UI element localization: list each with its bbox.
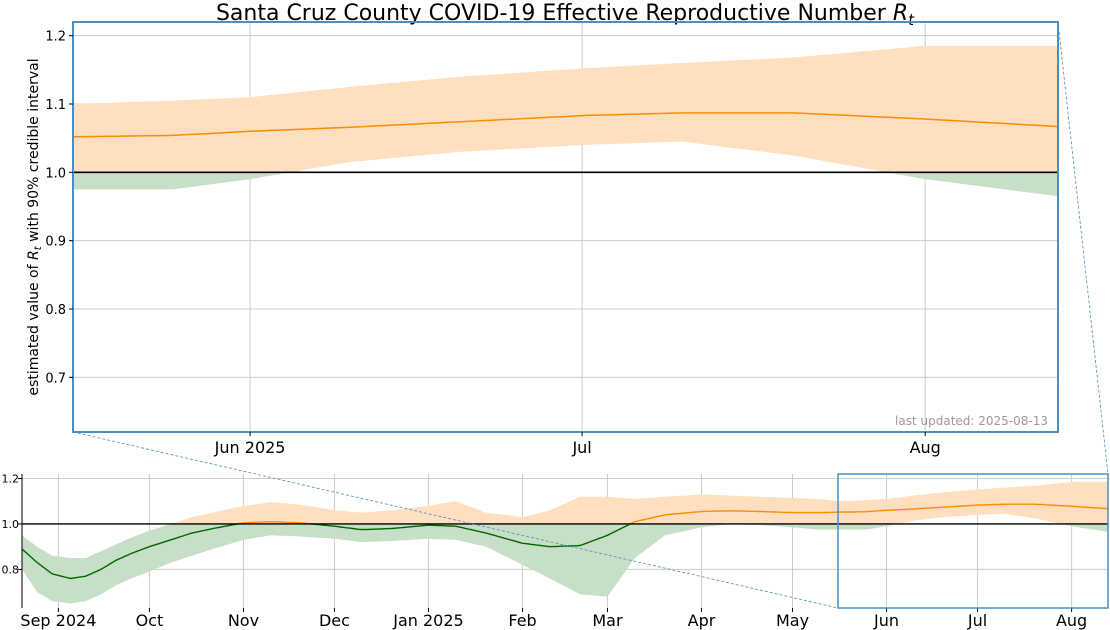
y-axis-label-prefix: estimated value of — [26, 263, 42, 395]
main-band-above-1 — [73, 45, 1058, 173]
overview-x-tick-label-2025-08-01: Aug — [1056, 611, 1087, 630]
main-x-tick-label-2025-08-01: Aug — [910, 438, 941, 457]
overview-x-tick-label-2025-02-01: Feb — [508, 611, 536, 630]
y-axis-label-symbol: R — [26, 250, 42, 260]
chart-title: Santa Cruz County COVID-19 Effective Rep… — [216, 1, 915, 29]
last-updated-note: last updated: 2025-08-13 — [895, 414, 1048, 428]
overview-mean-line-1 — [22, 522, 241, 580]
zoom-indicator — [72, 21, 1109, 609]
overview-y-tick-label-0.8: 0.8 — [2, 563, 20, 576]
main-plot-area — [73, 45, 1058, 197]
main-y-tick-label-0.9: 0.9 — [45, 235, 66, 250]
y-axis-label-subscript: t — [33, 245, 44, 250]
overview-x-tick-label-2025-07-01: Jul — [967, 611, 987, 630]
main-y-tick-label-0.8: 0.8 — [45, 303, 66, 318]
chart-title-subscript: t — [908, 11, 915, 29]
overview-x-tick-label-2025-06-01: Jun — [873, 611, 899, 630]
main-y-tick-label-1.0: 1.0 — [45, 166, 66, 181]
overview-mean-line-2 — [237, 520, 314, 525]
overview-x-tick-label-2024-12-01: Dec — [319, 611, 350, 630]
overview-plot-area — [22, 481, 1108, 604]
main-y-ticks: 0.7 0.8 0.9 1.0 1.1 1.2 — [45, 30, 73, 386]
main-x-tick-label-2025-07-01: Jul — [571, 438, 591, 457]
main-y-tick-label-0.7: 0.7 — [45, 371, 66, 386]
main-mean-line-4 — [73, 112, 1058, 138]
main-x-tick-label-2025-06-01: Jun 2025 — [214, 438, 286, 457]
zoom-connector-right — [1057, 21, 1109, 475]
overview-x-tick-label-2025-03-01: Mar — [592, 611, 623, 630]
overview-panel: 0.8 1.0 1.2 Sep 2024 Oct Nov Dec Jan 2025 Feb Ma… — [2, 473, 1108, 630]
overview-x-tick-label-2025-05-01: May — [776, 611, 809, 630]
overview-x-tick-label-2024-11-01: Nov — [228, 611, 259, 630]
overview-band-below-1 — [22, 524, 1108, 604]
main-x-ticks: Jun 2025 Jul Aug — [214, 432, 941, 457]
overview-zoom-box — [837, 473, 1109, 609]
overview-x-tick-label-2025-01-01: Jan 2025 — [392, 611, 463, 630]
y-axis-label-suffix: with 90% credible interval — [26, 58, 42, 241]
main-y-tick-label-1.1: 1.1 — [45, 98, 66, 113]
zoom-connector-left — [72, 431, 839, 609]
main-panel: 0.7 0.8 0.9 1.0 1.1 1.2 Jun 2025 Jul Aug last u… — [45, 21, 1059, 457]
overview-y-ticks: 0.8 1.0 1.2 — [2, 473, 22, 576]
overview-x-ticks: Sep 2024 Oct Nov Dec Jan 2025 Feb Mar Apr May Jun… — [20, 608, 1087, 630]
overview-band-above-1 — [22, 481, 1108, 524]
overview-x-tick-label-2025-04-01: Apr — [688, 611, 716, 630]
overview-mean-line-3 — [310, 522, 633, 548]
main-y-tick-label-1.2: 1.2 — [45, 30, 66, 45]
overview-mean-line-4 — [628, 503, 1108, 526]
y-axis-label: estimated value of Rt with 90% credible … — [26, 58, 44, 395]
chart-title-symbol: R — [893, 1, 908, 26]
overview-y-tick-label-1.2: 1.2 — [2, 473, 20, 486]
main-band-below-1 — [73, 172, 1058, 197]
overview-x-tick-label-2024-10-01: Oct — [136, 611, 164, 630]
overview-y-tick-label-1.0: 1.0 — [2, 518, 20, 531]
main-panel-frame — [72, 21, 1059, 433]
overview-x-tick-label-2024-09-01: Sep 2024 — [20, 611, 96, 630]
